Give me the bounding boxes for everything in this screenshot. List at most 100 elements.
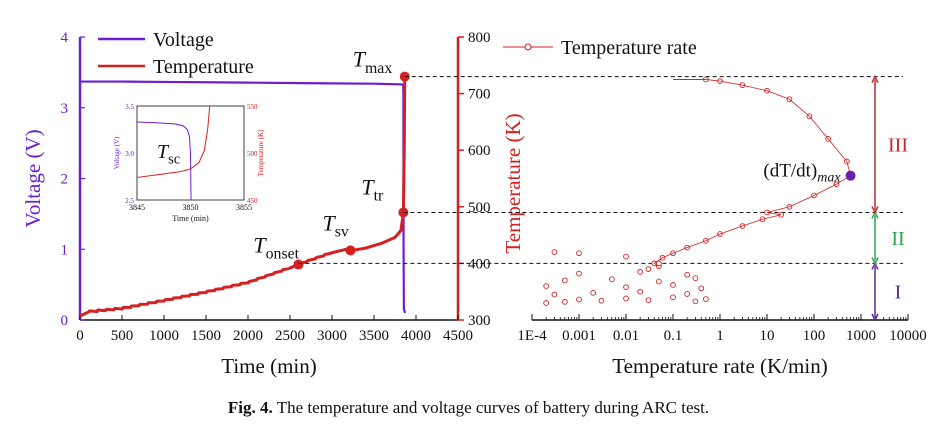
y-tick-label: 2 [61, 172, 69, 188]
x-tick-label: 2000 [233, 328, 263, 344]
inset-voltage-line [136, 121, 192, 201]
inset-y-tick-label: 3.0 [125, 150, 134, 158]
inset-x-label: Time (min) [172, 214, 209, 223]
x-tick-label: 1000 [149, 328, 179, 344]
zone-arrow-bottom [871, 206, 879, 215]
rate-x-tick-label: 10 [760, 328, 775, 344]
rate-point [692, 275, 699, 281]
rate-point [645, 297, 652, 304]
rate-x-tick-label: 10000 [889, 328, 927, 344]
y-right-tick-label: 600 [468, 143, 491, 159]
rate-point [590, 289, 596, 296]
rate-legend-label: Temperature rate [561, 37, 697, 59]
rate-point [623, 253, 629, 260]
rate-x-tick-label: 1E-4 [517, 328, 547, 344]
rate-trend-line [653, 79, 852, 267]
x-axis-label: Time (min) [221, 354, 316, 378]
rate-point [576, 270, 582, 277]
rate-point [562, 277, 568, 284]
inset-annotation-tsc: Tsc [157, 141, 180, 168]
voltage-axis-label: Voltage (V) [21, 129, 45, 227]
x-tick-label: 3000 [317, 328, 347, 344]
x-tick-label: 500 [111, 328, 134, 344]
y-tick-label: 4 [61, 30, 69, 46]
zone-arrow-bottom [871, 313, 879, 322]
rate-point [623, 295, 629, 302]
inset-y-tick-label: 3.5 [125, 103, 134, 111]
rate-point [543, 300, 549, 306]
rate-point [698, 285, 705, 292]
inset-x-tick-label: 3850 [183, 203, 199, 212]
annotation-onset: Tonset [253, 233, 299, 263]
rate-point [656, 278, 662, 285]
rate-x-tick-label: 1 [716, 328, 724, 344]
annotation-point [345, 245, 356, 256]
x-tick-label: 2500 [275, 328, 305, 344]
zone-label: I [895, 282, 902, 304]
rate-point [684, 271, 690, 278]
zone-label: II [891, 228, 904, 250]
caption-label: Fig. 4. [227, 398, 273, 417]
rate-point [637, 288, 643, 295]
y-right-tick-label: 300 [468, 313, 491, 329]
x-tick-label: 4000 [401, 328, 431, 344]
rate-x-tick-label: 0.001 [562, 328, 596, 344]
rate-x-tick-label: 100 [803, 328, 826, 344]
annotation-point [293, 259, 304, 270]
figure-caption: Fig. 4. The temperature and voltage curv… [0, 398, 937, 418]
inset-y-right-tick-label: 550 [247, 103, 258, 111]
x-tick-label: 1500 [191, 328, 221, 344]
inset-y-tick-label: 2.5 [125, 197, 134, 205]
zone-arrow-bottom [871, 257, 879, 266]
rate-x-tick-label: 0.01 [613, 328, 639, 344]
inset-x-tick-label: 3845 [129, 203, 145, 212]
inset-y-right-label: Temperature (K) [257, 129, 265, 176]
rate-point [623, 284, 629, 291]
max-rate-point [845, 170, 856, 181]
rate-point [684, 291, 690, 297]
rate-legend-swatch-marker [524, 43, 532, 51]
rate-point [562, 299, 568, 305]
legend: Voltage Temperature [98, 29, 254, 78]
rate-point [637, 269, 643, 275]
y-tick-label: 1 [61, 242, 69, 258]
inset-y-right-tick-label: 500 [247, 150, 258, 158]
temperature-line [79, 76, 407, 318]
rate-x-tick-label: 1000 [846, 328, 876, 344]
rate-point [576, 296, 582, 303]
annotation-sv: Tsv [322, 210, 348, 240]
inset-x-tick-label: 3855 [236, 203, 252, 212]
y-right-tick-label: 700 [468, 87, 491, 103]
max-rate-label: (dT/dt)max [763, 161, 841, 186]
right-chart: 1E-4 0.001 0.01 0.1 1 10 100 1000 10000 Temperatu… [298, 37, 927, 378]
rate-point [703, 296, 709, 302]
rate-x-axis-label: Temperature rate (K/min) [612, 354, 827, 378]
rate-point [598, 297, 605, 304]
x-tick-label: 4500 [443, 328, 473, 344]
rate-x-tick-label: 0.1 [664, 328, 683, 344]
inset-y-right-tick-label: 450 [247, 197, 258, 205]
rate-point [609, 276, 615, 283]
rate-point [645, 266, 652, 272]
y-right-tick-label: 400 [468, 256, 491, 272]
rate-point [551, 291, 558, 298]
zone-arrow-top [871, 74, 879, 83]
rate-point [543, 283, 549, 289]
inset-chart: 3845 3850 3855 2.5 3.0 3.5 450 500 550 Time (min)… [113, 103, 265, 223]
y-tick-label: 3 [61, 101, 69, 117]
inset-temperature-line [136, 105, 211, 178]
annotation-tr: Ttr [361, 174, 384, 204]
inset-y-label: Voltage (V) [113, 136, 121, 169]
rate-point [670, 294, 676, 301]
rate-point [551, 249, 558, 255]
rate-point [692, 298, 699, 305]
x-tick-label: 3500 [359, 328, 389, 344]
temperature-axis-label: Temperature (K) [501, 113, 525, 253]
rate-point [576, 250, 582, 257]
x-tick-label: 0 [76, 328, 84, 344]
voltage-line [80, 80, 407, 314]
rate-legend: Temperature rate [503, 37, 697, 59]
zone-label: III [888, 135, 908, 157]
y-tick-label: 0 [61, 313, 69, 329]
